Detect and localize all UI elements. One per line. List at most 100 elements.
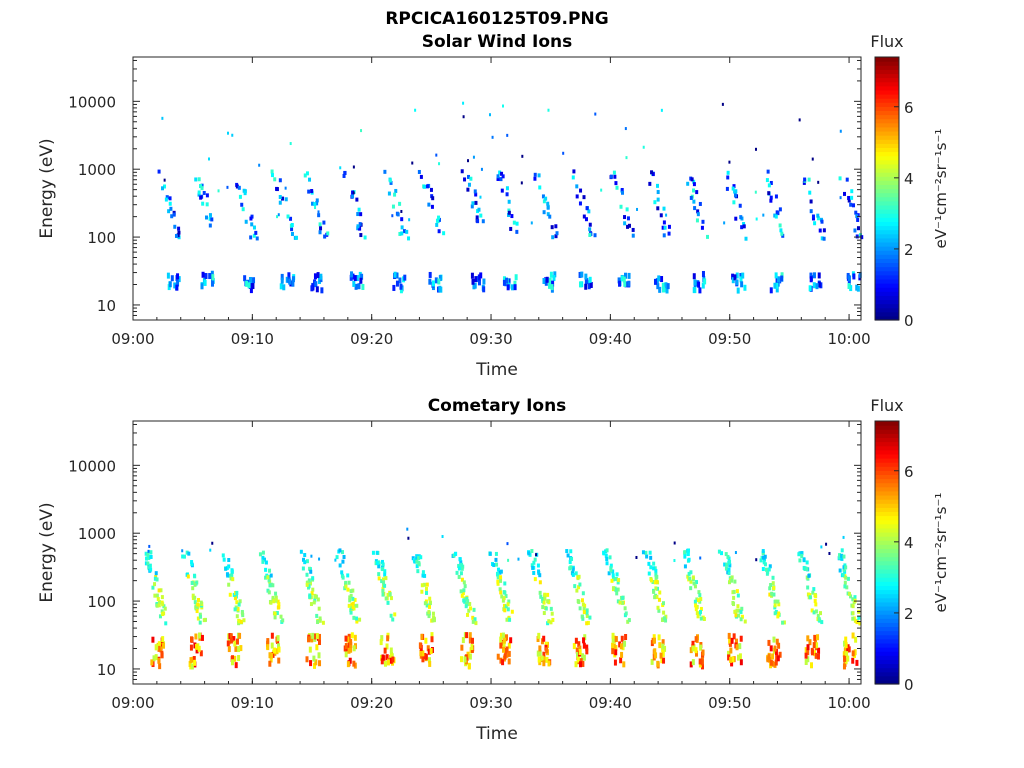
flux-cell: [305, 559, 309, 564]
flux-cell: [170, 275, 174, 282]
x-tick-label: 09:50: [708, 330, 751, 348]
flux-cell: [322, 220, 326, 225]
flux-cell: [177, 276, 181, 283]
flux-cell: [769, 195, 773, 200]
flux-cell: [656, 283, 660, 290]
spectrogram-pixels: [157, 101, 864, 294]
flux-cell: [198, 632, 202, 639]
flux-cell: [273, 611, 277, 616]
colorbar-segment: [875, 57, 899, 62]
flux-cell: [403, 274, 407, 281]
flux-cell: [700, 663, 704, 670]
flux-cell: [771, 575, 775, 580]
flux-cell: [777, 611, 781, 616]
flux-cell: [582, 606, 586, 611]
flux-cell: [776, 599, 780, 604]
flux-cell: [798, 558, 802, 563]
colorbar-segment: [875, 110, 899, 116]
flux-cell: [460, 644, 464, 651]
flux-cell: [510, 609, 514, 614]
flux-cell: [730, 575, 734, 580]
flux-cell: [737, 613, 741, 618]
flux-cell: [554, 224, 558, 229]
flux-cell: [655, 579, 659, 584]
colorbar-segment: [875, 647, 899, 652]
flux-cell: [305, 656, 309, 663]
flux-cell: [772, 636, 776, 643]
flux-cell: [314, 281, 318, 288]
flux-cell: [662, 610, 666, 615]
flux-cell: [851, 650, 855, 657]
flux-cell: [406, 527, 409, 531]
colorbar-title: Flux: [870, 396, 903, 415]
flux-cell: [733, 609, 737, 614]
flux-cell: [502, 646, 506, 653]
colorbar-segment: [875, 266, 899, 272]
flux-cell: [309, 602, 313, 607]
flux-cell: [602, 550, 606, 555]
flux-cell: [455, 570, 459, 575]
flux-cell: [187, 551, 191, 556]
flux-cell: [462, 115, 465, 119]
flux-cell: [321, 620, 325, 625]
flux-cell: [423, 652, 427, 659]
flux-cell: [771, 581, 775, 586]
flux-cell: [417, 560, 421, 565]
flux-cell: [854, 210, 858, 215]
flux-cell: [805, 575, 809, 580]
flux-cell: [391, 617, 395, 622]
flux-cell: [349, 605, 353, 610]
flux-cell: [196, 602, 200, 607]
flux-cell: [501, 104, 504, 108]
flux-cell: [698, 287, 702, 294]
colorbar-segment: [875, 519, 899, 525]
flux-cell: [192, 573, 196, 578]
spectrogram-pixels: [144, 527, 862, 670]
flux-cell: [855, 214, 859, 219]
flux-cell: [242, 188, 246, 193]
flux-cell: [656, 197, 660, 202]
flux-cell: [261, 555, 265, 560]
flux-cell: [277, 213, 280, 217]
flux-cell: [278, 200, 282, 205]
flux-cell: [204, 215, 208, 220]
flux-cell: [383, 572, 387, 577]
flux-cell: [600, 188, 603, 192]
colorbar-tick-label: 6: [904, 99, 914, 117]
flux-cell: [583, 634, 587, 641]
flux-cell: [267, 590, 271, 595]
flux-cell: [355, 197, 359, 202]
flux-cell: [771, 653, 775, 660]
colorbar-segment: [875, 515, 899, 521]
flux-cell: [843, 584, 847, 589]
flux-cell: [396, 212, 400, 217]
flux-cell: [151, 585, 155, 590]
flux-cell: [509, 226, 513, 231]
flux-cell: [723, 562, 727, 567]
flux-cell: [344, 635, 348, 642]
colorbar-segment: [875, 638, 899, 644]
flux-cell: [502, 641, 506, 648]
flux-cell: [810, 662, 814, 669]
flux-cell: [689, 586, 693, 591]
flux-cell: [730, 578, 734, 583]
flux-cell: [542, 277, 546, 284]
flux-cell: [808, 593, 812, 598]
flux-cell: [202, 190, 206, 195]
flux-cell: [847, 275, 851, 282]
flux-cell: [227, 558, 231, 563]
flux-cell: [258, 552, 262, 557]
flux-cell: [761, 555, 765, 560]
flux-cell: [856, 285, 860, 292]
flux-cell: [203, 279, 207, 286]
flux-cell: [839, 196, 842, 200]
flux-cell: [200, 634, 204, 641]
flux-cell: [317, 652, 321, 659]
colorbar-tick-label: 0: [904, 312, 914, 330]
flux-cell: [157, 169, 161, 174]
flux-cell: [204, 273, 208, 280]
flux-cell: [781, 233, 785, 238]
flux-cell: [735, 608, 739, 613]
flux-cell: [230, 569, 234, 574]
flux-cell: [703, 278, 707, 285]
